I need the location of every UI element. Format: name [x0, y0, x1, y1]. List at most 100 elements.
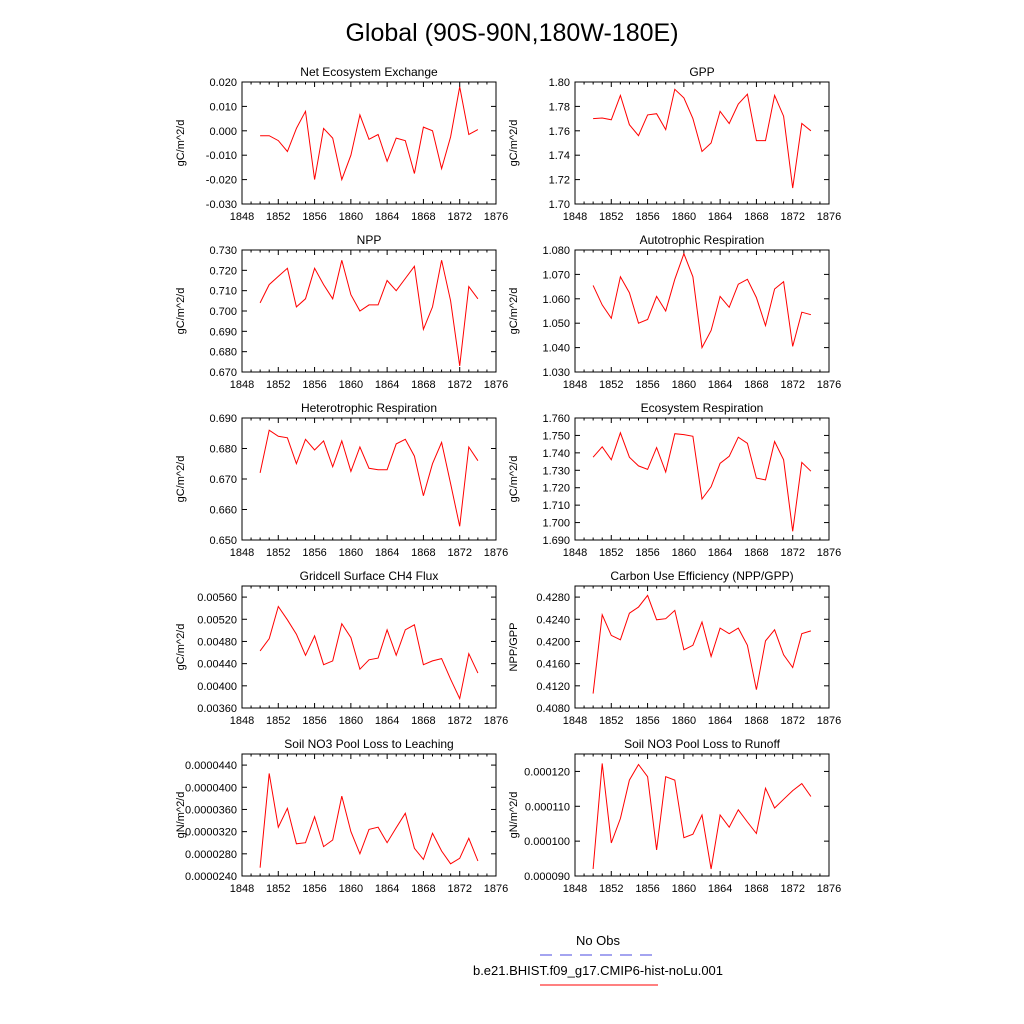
x-tick-label: 1868: [744, 883, 768, 895]
y-tick-label: 1.750: [542, 430, 570, 442]
y-tick-label: -0.010: [206, 150, 237, 162]
x-tick-label: 1856: [635, 379, 659, 391]
x-tick-label: 1872: [447, 715, 471, 727]
y-tick-label: 0.670: [209, 367, 237, 379]
x-tick-label: 1876: [817, 883, 841, 895]
y-tick-label: 0.000090: [524, 871, 570, 883]
x-tick-label: 1852: [266, 547, 290, 559]
x-tick-label: 1848: [230, 211, 254, 223]
y-axis-label: gN/m^2/d: [175, 792, 187, 839]
y-axis-label: NPP/GPP: [508, 623, 520, 672]
y-tick-label: 0.00480: [197, 636, 237, 648]
x-tick-label: 1856: [635, 715, 659, 727]
panel-title: NPP: [357, 233, 382, 247]
x-tick-label: 1868: [411, 379, 435, 391]
y-tick-label: 0.020: [209, 77, 237, 89]
panel-title: Heterotrophic Respiration: [301, 401, 437, 415]
x-tick-label: 1856: [302, 211, 326, 223]
x-tick-label: 1856: [302, 547, 326, 559]
y-tick-label: 1.690: [542, 535, 570, 547]
series-line: [260, 86, 479, 182]
y-tick-label: 0.0000320: [185, 827, 237, 839]
panel-title: Gridcell Surface CH4 Flux: [300, 569, 439, 583]
y-tick-label: 1.80: [549, 77, 570, 89]
x-tick-label: 1848: [563, 715, 587, 727]
x-tick-label: 1856: [635, 211, 659, 223]
chart-panel: Soil NO3 Pool Loss to Leaching 1848 1852 18…: [175, 737, 508, 895]
series-line: [259, 429, 479, 527]
x-tick-label: 1856: [635, 883, 659, 895]
x-tick-label: 1864: [708, 883, 732, 895]
series-line: [259, 773, 479, 868]
x-tick-label: 1848: [563, 883, 587, 895]
x-tick-label: 1856: [302, 379, 326, 391]
x-tick-label: 1872: [780, 211, 804, 223]
legend-label-no-obs: No Obs: [576, 933, 621, 948]
y-tick-label: 0.00440: [197, 659, 237, 671]
chart-panel: Ecosystem Respiration 1848 1852 1856 1860 186…: [508, 401, 841, 559]
x-tick-label: 1868: [411, 211, 435, 223]
panel-title: Carbon Use Efficiency (NPP/GPP): [610, 569, 793, 583]
y-axis-label: gC/m^2/d: [508, 120, 520, 167]
y-tick-label: 0.000100: [524, 836, 570, 848]
chart-panel: NPP 1848 1852 1856 1860 1864 1868 1872 1876 0.670…: [175, 233, 508, 391]
x-tick-label: 1860: [339, 547, 363, 559]
y-tick-label: 0.720: [209, 265, 237, 277]
x-tick-label: 1872: [447, 547, 471, 559]
x-tick-label: 1868: [744, 547, 768, 559]
x-tick-label: 1872: [447, 379, 471, 391]
x-tick-label: 1852: [599, 211, 623, 223]
y-tick-label: 1.740: [542, 448, 570, 460]
y-tick-label: 0.000110: [525, 801, 570, 813]
panel-title: GPP: [689, 65, 714, 79]
y-axis-label: gC/m^2/d: [508, 288, 520, 335]
y-tick-label: 0.0000440: [185, 760, 237, 772]
x-tick-label: 1876: [817, 547, 841, 559]
y-tick-label: 0.690: [209, 413, 237, 425]
x-tick-label: 1860: [672, 883, 696, 895]
x-tick-label: 1860: [339, 883, 363, 895]
x-tick-label: 1864: [708, 379, 732, 391]
x-tick-label: 1876: [484, 547, 508, 559]
chart-panel: Gridcell Surface CH4 Flux 1848 1852 1856 186…: [175, 569, 508, 727]
chart-panel: GPP 1848 1852 1856 1860 1864 1868 1872 1876 1.70 1…: [508, 65, 841, 223]
legend-label-model: b.e21.BHIST.f09_g17.CMIP6-hist-noLu.001: [473, 963, 723, 978]
y-tick-label: 0.690: [209, 326, 237, 338]
x-tick-label: 1848: [563, 547, 587, 559]
x-tick-label: 1872: [780, 883, 804, 895]
y-tick-label: 1.76: [549, 126, 570, 138]
x-tick-label: 1848: [230, 883, 254, 895]
y-tick-label: 1.720: [542, 483, 570, 495]
x-tick-label: 1848: [230, 547, 254, 559]
y-tick-label: -0.020: [206, 175, 237, 187]
y-tick-label: 0.650: [209, 535, 237, 547]
y-axis-label: gC/m^2/d: [508, 456, 520, 503]
panel-frame: [574, 81, 830, 205]
chart-panel: Soil NO3 Pool Loss to Runoff 1848 1852 1856…: [508, 737, 841, 895]
y-tick-label: 1.060: [542, 294, 570, 306]
figure-title: Global (90S-90N,180W-180E): [345, 19, 678, 47]
x-tick-label: 1848: [230, 715, 254, 727]
x-tick-label: 1876: [484, 715, 508, 727]
x-tick-label: 1864: [375, 547, 399, 559]
x-tick-label: 1872: [780, 547, 804, 559]
x-tick-label: 1872: [447, 211, 471, 223]
x-tick-label: 1864: [375, 379, 399, 391]
panel-title: Ecosystem Respiration: [641, 401, 764, 415]
x-tick-label: 1864: [708, 715, 732, 727]
x-tick-label: 1848: [563, 211, 587, 223]
x-tick-label: 1864: [375, 211, 399, 223]
series-line: [592, 763, 812, 870]
x-tick-label: 1852: [599, 379, 623, 391]
x-tick-label: 1856: [635, 547, 659, 559]
x-tick-label: 1852: [599, 547, 623, 559]
y-tick-label: 0.680: [209, 347, 237, 359]
y-tick-label: 1.050: [542, 318, 570, 330]
y-tick-label: 0.4240: [536, 614, 570, 626]
panel-title: Soil NO3 Pool Loss to Runoff: [624, 737, 781, 751]
x-tick-label: 1876: [484, 883, 508, 895]
panel-title: Autotrophic Respiration: [640, 233, 765, 247]
x-tick-label: 1852: [266, 715, 290, 727]
y-axis-label: gC/m^2/d: [175, 624, 187, 671]
